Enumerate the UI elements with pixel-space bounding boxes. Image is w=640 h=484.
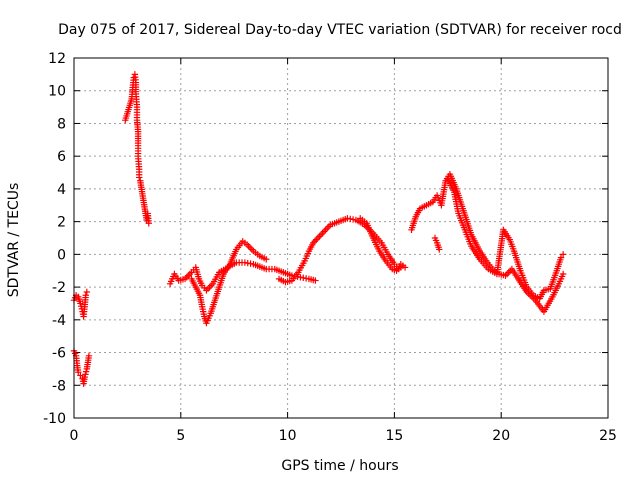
data-point <box>82 292 89 299</box>
x-tick-label: 25 <box>599 428 617 444</box>
x-tick-label: 15 <box>385 428 403 444</box>
data-point <box>557 254 565 261</box>
data-point <box>75 368 82 376</box>
plot-frame <box>73 57 609 419</box>
data-point <box>85 352 93 360</box>
grid-layer <box>74 58 608 418</box>
y-tick-label: 8 <box>57 116 66 132</box>
data-point <box>324 224 331 232</box>
data-point <box>204 285 212 292</box>
chart-title: Day 075 of 2017, Sidereal Day-to-day VTE… <box>58 22 622 38</box>
x-tick-label: 10 <box>279 428 297 444</box>
y-axis-label: SDTVAR / TECUs <box>6 183 22 298</box>
data-point <box>559 251 567 258</box>
data-point <box>312 277 319 284</box>
y-tick-label: 2 <box>57 215 66 231</box>
data-point <box>186 270 194 278</box>
data-point <box>247 244 254 252</box>
data-point <box>401 264 409 271</box>
data-point <box>83 288 91 296</box>
data-point <box>313 236 320 243</box>
data-point <box>319 229 326 237</box>
y-tick-label: 10 <box>48 84 66 100</box>
y-tick-label: 0 <box>57 247 66 263</box>
series-segment-early-upper <box>70 288 91 320</box>
data-point <box>320 228 328 235</box>
data-point <box>316 233 323 240</box>
data-point <box>248 246 256 253</box>
y-tick-label: -2 <box>52 280 66 296</box>
data-point <box>185 272 192 279</box>
data-point <box>145 220 152 227</box>
series-segment-midday-lower <box>357 215 409 274</box>
data-point <box>322 226 329 234</box>
y-tick-label: 4 <box>57 182 66 198</box>
series-segment-afternoon-b <box>431 175 567 302</box>
tick-layer: 0 5 10 15 20 25 -10 -8 -6 -4 -2 0 2 4 6 8 10 12 <box>43 51 617 444</box>
data-point <box>559 270 567 278</box>
series-segment-midday <box>275 215 407 286</box>
y-tick-label: 6 <box>57 149 66 165</box>
series-segment-day-b <box>188 238 270 327</box>
data-point <box>135 174 143 181</box>
series-segment-early-lower <box>70 347 93 387</box>
data-point <box>503 270 511 278</box>
y-tick-label: -6 <box>52 346 66 362</box>
y-tick-label: -4 <box>52 313 66 329</box>
y-tick-label: -8 <box>52 378 66 394</box>
x-tick-label: 5 <box>176 428 185 444</box>
data-point <box>317 231 325 238</box>
data-point <box>436 246 443 253</box>
x-tick-label: 20 <box>492 428 510 444</box>
y-tick-label: 12 <box>48 51 66 67</box>
x-tick-label: 0 <box>70 428 79 444</box>
data-points-layer <box>70 71 567 387</box>
data-point <box>206 283 213 291</box>
series-segment-spike <box>122 71 152 227</box>
data-point <box>314 234 322 242</box>
x-axis-label: GPS time / hours <box>281 458 398 474</box>
data-point <box>77 372 84 379</box>
y-tick-label: -10 <box>43 411 66 427</box>
data-point <box>208 282 215 289</box>
data-point <box>245 242 252 250</box>
data-point <box>263 256 270 263</box>
